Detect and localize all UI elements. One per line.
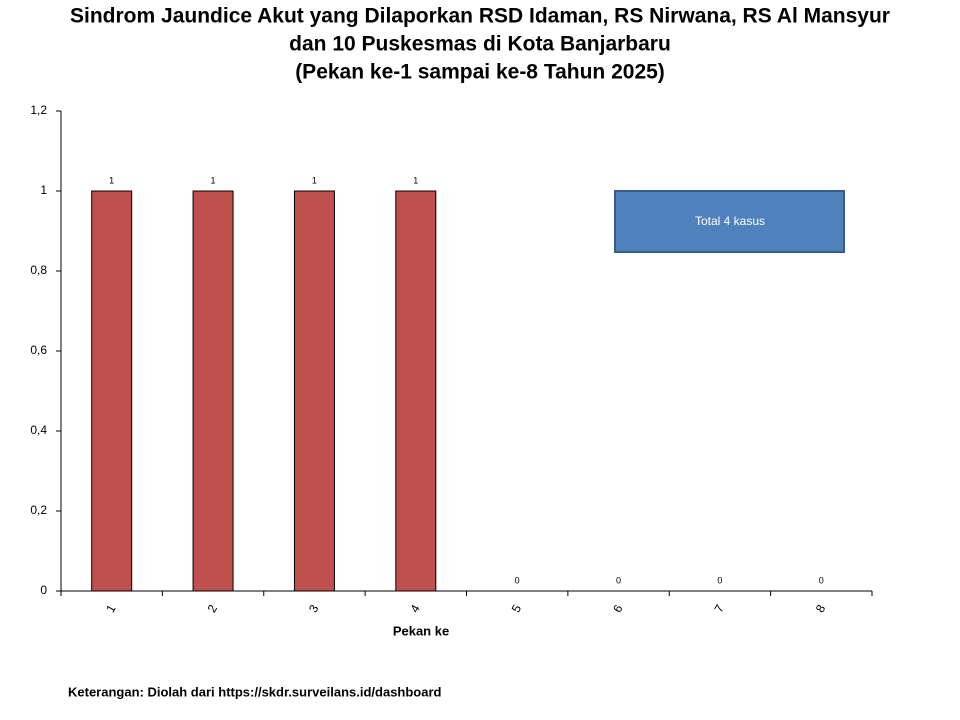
y-tick-label: 0,8 bbox=[30, 263, 47, 277]
value-label: 0 bbox=[717, 575, 722, 585]
y-tick-label: 0 bbox=[40, 583, 47, 597]
chart-title: (Pekan ke-1 sampai ke-8 Tahun 2025) bbox=[295, 61, 665, 84]
value-label: 1 bbox=[109, 175, 114, 185]
chart-title: Sindrom Jaundice Akut yang Dilaporkan RS… bbox=[70, 5, 890, 28]
bar bbox=[293, 190, 335, 592]
y-tick-label: 1 bbox=[40, 183, 47, 197]
x-tick-label: 1 bbox=[103, 602, 119, 615]
bar bbox=[91, 190, 133, 592]
bar bbox=[395, 190, 437, 592]
x-tick-label: 8 bbox=[813, 602, 829, 615]
value-label: 0 bbox=[616, 575, 621, 585]
y-tick-label: 0,4 bbox=[30, 423, 47, 437]
x-tick-label: 6 bbox=[610, 602, 626, 615]
bar bbox=[192, 190, 234, 592]
annotation: Total 4 kasus bbox=[695, 214, 765, 228]
value-label: 1 bbox=[211, 175, 216, 185]
x-tick-label: 7 bbox=[711, 602, 727, 615]
y-tick-label: 0,6 bbox=[30, 343, 47, 357]
value-label: 0 bbox=[819, 575, 824, 585]
x-axis-label: Pekan ke bbox=[393, 623, 449, 638]
value-label: 1 bbox=[413, 175, 418, 185]
annotation-box bbox=[614, 190, 845, 253]
chart-title: dan 10 Puskesmas di Kota Banjarbaru bbox=[289, 33, 671, 56]
y-tick-label: 1,2 bbox=[30, 103, 47, 117]
value-label: 1 bbox=[312, 175, 317, 185]
value-label: 0 bbox=[515, 575, 520, 585]
x-tick-label: 4 bbox=[407, 602, 423, 615]
footnote: Keterangan: Diolah dari https://skdr.sur… bbox=[68, 684, 442, 699]
x-tick-label: 3 bbox=[306, 602, 322, 615]
x-tick-label: 5 bbox=[509, 602, 525, 615]
x-tick-label: 2 bbox=[205, 602, 221, 615]
y-tick-label: 0,2 bbox=[30, 503, 47, 517]
